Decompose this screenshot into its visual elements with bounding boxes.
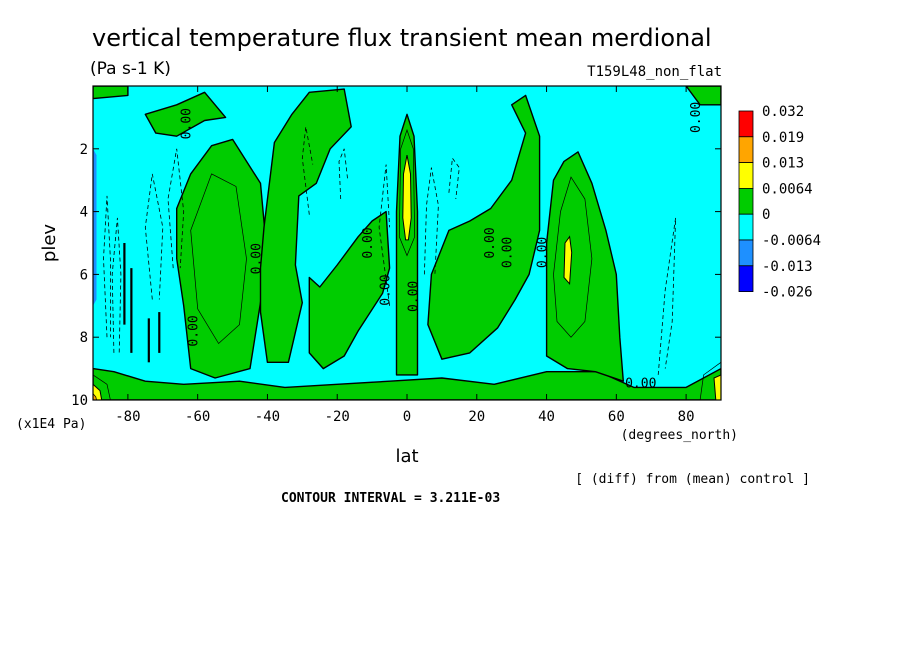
- yellow-band: [402, 155, 412, 241]
- contour-value-label: 0.00: [689, 102, 704, 133]
- green-band: [175, 138, 269, 379]
- contour-value-label: 0.00: [501, 237, 516, 268]
- contour-value-label: 0.00: [625, 376, 656, 391]
- x-tick-label: 40: [538, 409, 555, 425]
- contour-value-label: 0.00: [180, 108, 195, 139]
- contour-value-label: 0.00: [249, 243, 264, 274]
- negative-contour: [167, 148, 185, 269]
- positive-contour: [398, 128, 416, 257]
- chart-units: (Pa s-1 K): [90, 59, 171, 79]
- x-tick-label: -40: [255, 409, 280, 425]
- legend-swatch: [738, 162, 754, 189]
- legend-label: 0.0064: [762, 181, 813, 197]
- contour-labels: 0.000.000.000.000.00 0.000.00 0.00 0.000.00…: [180, 102, 704, 392]
- contour-value-label: 0.00: [379, 274, 394, 305]
- positive-bands: [93, 86, 721, 400]
- green-band: [308, 210, 391, 370]
- negative-contour: [338, 148, 349, 200]
- contour-value-label: 0.00: [187, 315, 202, 346]
- x-tick-label: 80: [678, 409, 695, 425]
- y-axis-label: plev: [39, 224, 60, 263]
- legend-swatch: [738, 187, 754, 215]
- contour-value-label: 0.00: [536, 237, 551, 268]
- legend-label: 0: [762, 207, 770, 223]
- contour-value-label: 0.00: [361, 227, 376, 258]
- experiment-label: T159L48_non_flat: [587, 64, 722, 80]
- y-tick-label: 2: [80, 142, 88, 158]
- y-axis: 2 4 6 8 10: [71, 142, 721, 409]
- legend-swatch: [738, 110, 754, 138]
- footnote: [ (diff) from (mean) control ]: [575, 472, 810, 487]
- x-tick-label: 60: [608, 409, 625, 425]
- y-axis-units: (x1E4 Pa): [16, 417, 86, 432]
- orange-band: [93, 393, 97, 400]
- green-band: [259, 88, 352, 363]
- legend-label: 0.032: [762, 104, 804, 120]
- contour-field: 0.000.000.000.000.00 0.000.00 0.00 0.000.00…: [93, 86, 721, 400]
- negative-contour: [103, 195, 111, 338]
- x-tick-label: -60: [185, 409, 210, 425]
- green-band: [685, 86, 721, 106]
- contour-interval: CONTOUR INTERVAL = 3.211E-03: [281, 491, 500, 506]
- legend-label: -0.0064: [762, 233, 821, 249]
- negative-contour: [424, 167, 439, 275]
- x-axis-label: lat: [395, 446, 418, 467]
- yellow-band: [563, 235, 573, 286]
- legend-swatch: [738, 136, 754, 164]
- legend-label: 0.013: [762, 156, 804, 172]
- y-tick-label: 6: [80, 267, 88, 283]
- negative-contours: [93, 126, 676, 375]
- legend-swatch: [738, 213, 754, 241]
- chart-title: vertical temperature flux transient mean…: [92, 24, 712, 52]
- y-tick-label: 4: [80, 205, 88, 221]
- negative-contour: [111, 217, 122, 353]
- y-tick-label: 10: [71, 393, 88, 409]
- y-tick-label: 8: [80, 330, 88, 346]
- green-band: [395, 113, 419, 376]
- negative-contour: [657, 217, 676, 375]
- positive-contour: [190, 173, 247, 345]
- x-tick-label: -80: [115, 409, 140, 425]
- positive-contour: [93, 374, 111, 400]
- green-band: [427, 94, 541, 360]
- negative-contour: [448, 157, 460, 200]
- legend-swatch: [738, 239, 754, 267]
- x-axis-units: (degrees_north): [621, 428, 738, 443]
- green-band: [144, 91, 227, 137]
- x-tick-label: 0: [403, 409, 411, 425]
- x-axis: -80 -60 -40 -20 0 20 40 60 80: [115, 86, 695, 425]
- x-tick-label: -20: [325, 409, 350, 425]
- colorbar-legend: 0.032 0.019 0.013 0.0064 0 -0.0064 -0.013 -0.02…: [738, 104, 821, 301]
- positive-contour: [699, 362, 721, 400]
- x-tick-label: 20: [468, 409, 485, 425]
- legend-swatch: [738, 265, 754, 292]
- negative-contour: [301, 126, 314, 215]
- yellow-band: [713, 374, 721, 400]
- legend-label: -0.013: [762, 259, 813, 275]
- contour-value-label: 0.00: [483, 227, 498, 258]
- green-band: [93, 367, 721, 400]
- positive-contour: [553, 176, 593, 338]
- green-band: [545, 151, 624, 382]
- negative-contour: [144, 173, 164, 300]
- contour-value-label: 0.00: [406, 281, 421, 312]
- legend-label: -0.026: [762, 285, 813, 301]
- legend-label: 0.019: [762, 130, 804, 146]
- blue-band: [93, 148, 97, 306]
- green-band: [93, 86, 129, 100]
